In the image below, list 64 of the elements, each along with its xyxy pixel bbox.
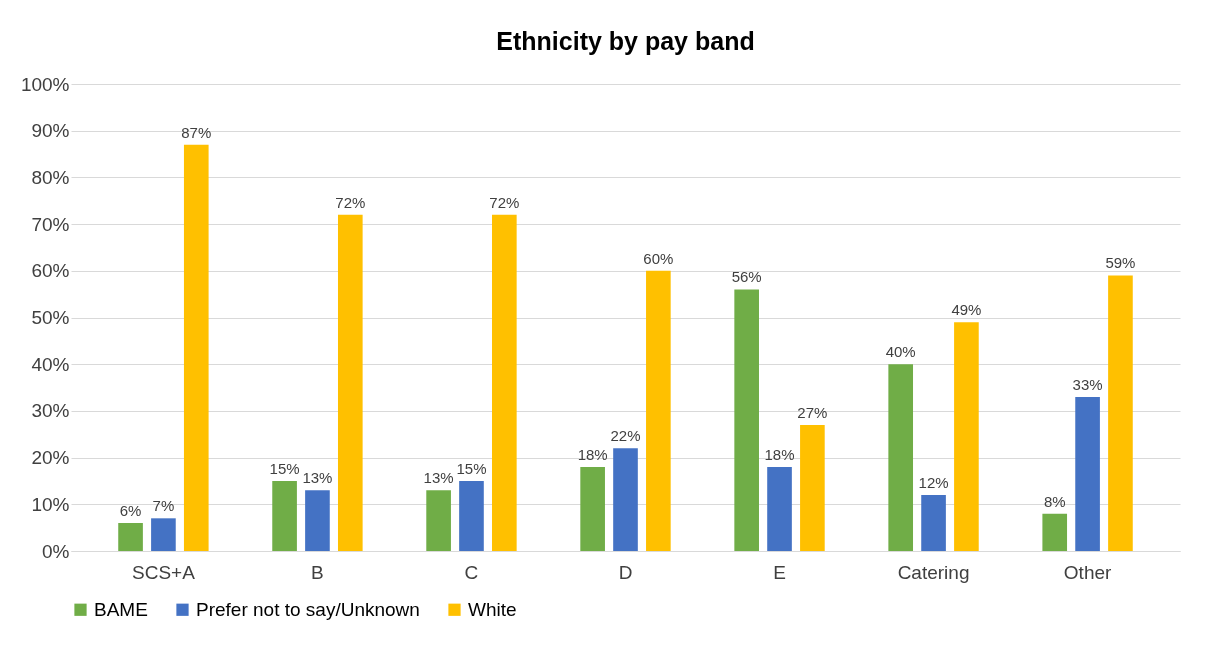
data-label: 87% xyxy=(181,123,212,141)
bar xyxy=(426,490,451,551)
y-tick-label: 50% xyxy=(31,307,70,328)
legend-label: Prefer not to say/Unknown xyxy=(196,598,420,620)
data-label: 15% xyxy=(269,459,300,477)
x-tick-label: D xyxy=(618,561,633,583)
data-label: 72% xyxy=(335,193,366,211)
data-label: 49% xyxy=(951,301,982,319)
data-label: 56% xyxy=(731,268,762,286)
bar xyxy=(337,214,363,551)
y-tick-label: 40% xyxy=(31,353,70,375)
data-label: 13% xyxy=(423,469,454,487)
bar xyxy=(183,144,209,551)
bar xyxy=(1075,396,1100,551)
bar xyxy=(1108,275,1133,551)
x-tick-label: Other xyxy=(1063,561,1113,583)
data-label: 40% xyxy=(885,343,916,361)
data-label: 18% xyxy=(577,445,608,463)
bar xyxy=(613,448,638,551)
bar xyxy=(151,518,176,551)
data-label: 33% xyxy=(1072,375,1103,393)
data-label: 18% xyxy=(764,445,795,463)
y-tick-label: 60% xyxy=(31,260,70,282)
x-tick-label: Catering xyxy=(897,561,970,583)
legend-label: White xyxy=(468,598,517,620)
bar xyxy=(734,289,759,551)
legend-label: BAME xyxy=(94,598,148,620)
x-tick-label: B xyxy=(311,561,324,583)
data-label: 15% xyxy=(456,459,487,477)
y-tick-label: 30% xyxy=(31,400,70,422)
data-label: 8% xyxy=(1043,492,1066,510)
x-tick-label: C xyxy=(464,561,479,583)
bar xyxy=(492,214,517,551)
bar xyxy=(888,364,914,551)
y-tick-label: 0% xyxy=(42,540,70,562)
y-tick-label: 100% xyxy=(20,73,70,95)
bar xyxy=(580,466,605,551)
data-label: 59% xyxy=(1105,254,1136,272)
data-label: 27% xyxy=(797,403,828,421)
y-tick-label: 90% xyxy=(31,120,70,142)
data-label: 12% xyxy=(918,473,949,491)
data-label: 7% xyxy=(152,497,175,515)
bar xyxy=(118,522,143,551)
bar xyxy=(954,322,979,551)
bar xyxy=(305,490,330,551)
data-label: 22% xyxy=(610,427,641,445)
data-label: 13% xyxy=(302,469,333,487)
data-label: 72% xyxy=(489,193,520,211)
bar xyxy=(272,480,297,551)
x-tick-label: SCS+A xyxy=(131,561,196,583)
y-tick-label: 10% xyxy=(31,493,70,515)
bar xyxy=(800,424,825,551)
chart-title: Ethnicity by pay band xyxy=(496,27,755,55)
bar xyxy=(1042,513,1068,551)
x-tick-label: E xyxy=(773,561,786,583)
bar xyxy=(767,466,792,551)
data-label: 6% xyxy=(119,501,142,519)
y-tick-label: 70% xyxy=(31,213,70,235)
bar xyxy=(921,494,946,551)
data-label: 60% xyxy=(643,249,674,267)
bar xyxy=(459,480,484,551)
y-tick-label: 20% xyxy=(31,447,70,469)
bar xyxy=(646,270,671,551)
y-tick-label: 80% xyxy=(31,166,70,188)
